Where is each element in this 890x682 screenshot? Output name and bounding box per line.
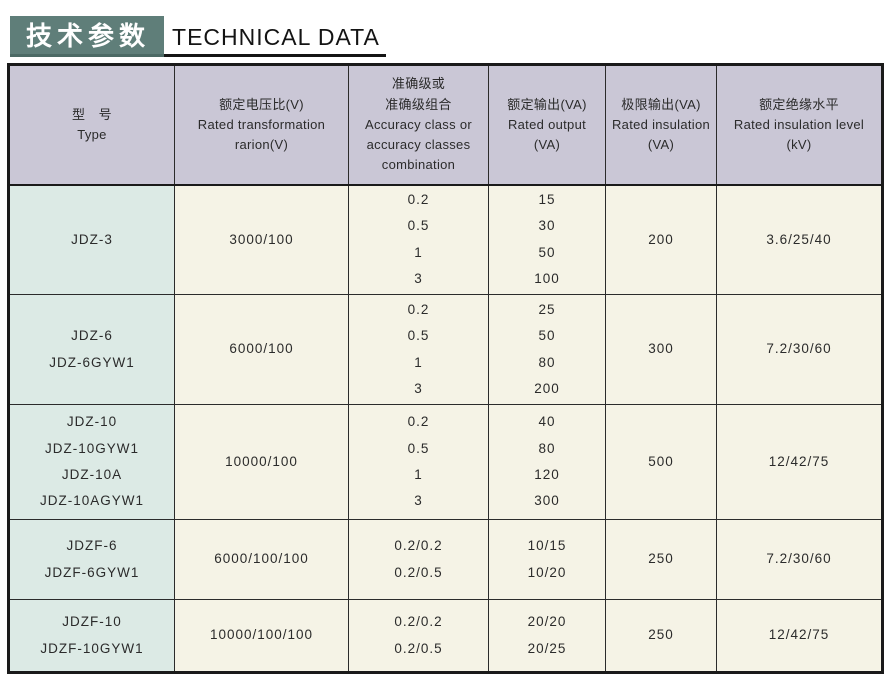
table-row: JDZ-10 JDZ-10GYW1 JDZ-10A JDZ-10AGYW1 100… [8,404,883,520]
column-header: 准确级或 准确级组合 Accuracy class or accuracy cl… [348,64,489,186]
cell-type: JDZ-10 JDZ-10GYW1 JDZ-10A JDZ-10AGYW1 [8,404,175,520]
cell-voltage-ratio: 6000/100 [174,294,349,405]
cell-type: JDZ-6 JDZ-6GYW1 [8,294,175,405]
column-header: 额定输出(VA) Rated output (VA) [488,64,606,186]
cell-rated-output: 10/15 10/20 [488,519,606,600]
cell-rated-output: 25 50 80 200 [488,294,606,405]
cell-type: JDZ-3 [8,184,175,295]
cell-voltage-ratio: 10000/100 [174,404,349,520]
column-header: 极限输出(VA) Rated insulation (VA) [605,64,717,186]
cell-accuracy-class: 0.2/0.2 0.2/0.5 [348,519,489,600]
table-row: JDZ-6 JDZ-6GYW1 6000/100 0.2 0.5 1 3 25 50 … [8,294,883,405]
page-header: 技术参数 TECHNICAL DATA [0,0,890,57]
cell-accuracy-class: 0.2 0.5 1 3 [348,404,489,520]
cell-limit-output: 200 [605,184,717,295]
cell-voltage-ratio: 6000/100/100 [174,519,349,600]
page-title-chinese: 技术参数 [10,16,165,57]
cell-insulation-level: 12/42/75 [716,599,883,673]
page-title-english: TECHNICAL DATA [164,24,386,57]
cell-type: JDZF-10 JDZF-10GYW1 [8,599,175,673]
cell-insulation-level: 7.2/30/60 [716,294,883,405]
column-header: 型 号 Type [8,64,175,186]
technical-data-table: 型 号 Type 额定电压比(V) Rated transformation ra… [7,63,884,674]
table-row: JDZ-3 3000/100 0.2 0.5 1 3 15 30 50 100 200 3… [8,184,883,295]
cell-limit-output: 250 [605,599,717,673]
cell-type: JDZF-6 JDZF-6GYW1 [8,519,175,600]
cell-limit-output: 300 [605,294,717,405]
cell-voltage-ratio: 3000/100 [174,184,349,295]
column-header: 额定绝缘水平 Rated insulation level (kV) [716,64,883,186]
table-row: JDZF-6 JDZF-6GYW1 6000/100/100 0.2/0.2 0.2… [8,519,883,600]
cell-insulation-level: 3.6/25/40 [716,184,883,295]
cell-voltage-ratio: 10000/100/100 [174,599,349,673]
cell-rated-output: 15 30 50 100 [488,184,606,295]
column-header: 额定电压比(V) Rated transformation rarion(V) [174,64,349,186]
table-body: JDZ-3 3000/100 0.2 0.5 1 3 15 30 50 100 200 3… [8,184,883,673]
cell-rated-output: 20/20 20/25 [488,599,606,673]
cell-accuracy-class: 0.2 0.5 1 3 [348,294,489,405]
cell-insulation-level: 7.2/30/60 [716,519,883,600]
cell-limit-output: 250 [605,519,717,600]
table-header-row: 型 号 Type 额定电压比(V) Rated transformation ra… [8,64,883,186]
cell-limit-output: 500 [605,404,717,520]
table-header: 型 号 Type 额定电压比(V) Rated transformation ra… [8,64,883,186]
cell-rated-output: 40 80 120 300 [488,404,606,520]
cell-insulation-level: 12/42/75 [716,404,883,520]
table-row: JDZF-10 JDZF-10GYW1 10000/100/100 0.2/0.2 … [8,599,883,673]
cell-accuracy-class: 0.2 0.5 1 3 [348,184,489,295]
cell-accuracy-class: 0.2/0.2 0.2/0.5 [348,599,489,673]
